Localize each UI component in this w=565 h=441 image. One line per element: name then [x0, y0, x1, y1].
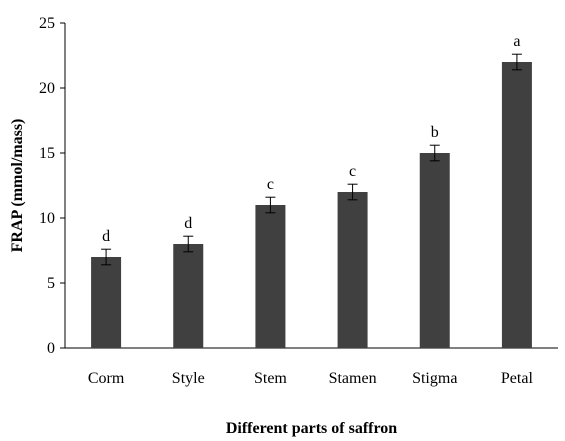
significance-label: a: [513, 33, 520, 50]
significance-label: d: [102, 228, 110, 245]
bar-stamen: [337, 192, 368, 348]
y-axis-title: FRAP (mmol/mass): [9, 119, 26, 253]
category-label: Style: [172, 370, 205, 387]
bar-corm: [91, 257, 122, 348]
axes: [64, 23, 558, 349]
bars: d Corm d Style c Stem c Stamen b Stigma a Petal: [88, 33, 534, 387]
category-label: Stem: [254, 370, 287, 387]
bar-petal: [501, 62, 532, 348]
category-label: Petal: [501, 370, 534, 387]
category-label: Stigma: [412, 370, 457, 387]
significance-label: b: [431, 124, 439, 141]
x-axis-title: Different parts of saffron: [226, 420, 397, 437]
bar-stigma: [419, 153, 450, 348]
bar-stem: [255, 205, 286, 348]
category-label: Stamen: [329, 370, 377, 387]
bar-style: [173, 244, 204, 348]
category-label: Corm: [88, 370, 125, 387]
y-tick-label: 15: [39, 145, 55, 162]
y-tick-label: 10: [39, 210, 55, 227]
significance-label: c: [349, 163, 356, 180]
y-ticks: 0 5 10 15 20 25: [39, 15, 65, 357]
y-tick-label: 0: [47, 340, 55, 357]
y-tick-label: 25: [39, 15, 55, 32]
y-tick-label: 5: [47, 275, 55, 292]
y-tick-label: 20: [39, 80, 55, 97]
significance-label: d: [184, 215, 192, 232]
significance-label: c: [267, 176, 274, 193]
